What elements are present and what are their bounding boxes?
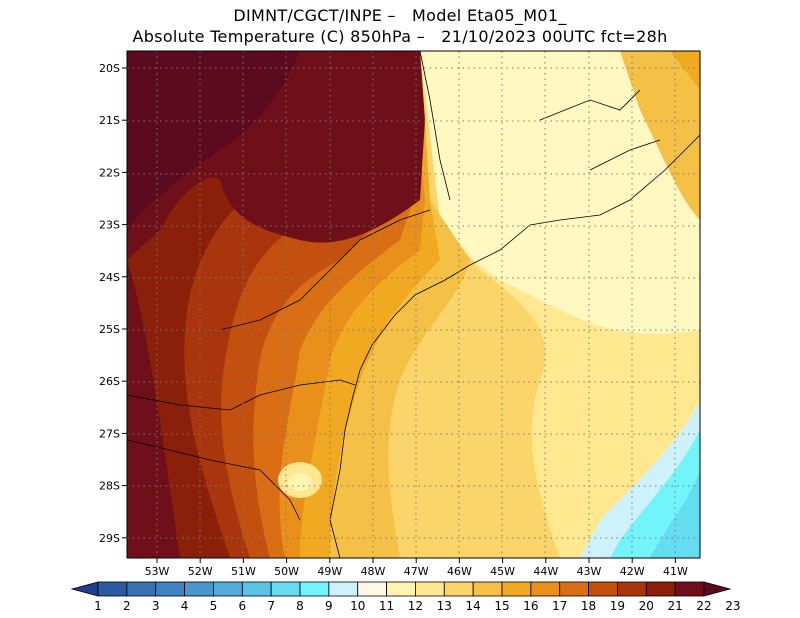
colorbar-bin — [501, 581, 532, 597]
lon-label: 49W — [317, 565, 342, 578]
colorbar-bin — [559, 581, 589, 597]
colorbar-label: 19 — [610, 599, 625, 613]
lat-label: 28S — [99, 480, 120, 493]
colorbar-label: 8 — [296, 599, 304, 613]
lon-label: 45W — [490, 565, 515, 578]
colorbar-label: 2 — [123, 599, 131, 613]
lon-label: 43W — [577, 565, 602, 578]
colorbar-label: 5 — [210, 599, 218, 613]
lon-label: 46W — [447, 565, 472, 578]
colorbar-bin — [530, 581, 561, 597]
map-title-line-1: DIMNT/CGCT/INPE – Model Eta05_M01_ — [233, 6, 567, 25]
colorbar-arrow-left — [70, 581, 99, 597]
colorbar-bin — [415, 581, 445, 597]
colorbar-bin — [241, 581, 272, 597]
colorbar-bin — [328, 581, 359, 597]
temperature-field — [127, 51, 700, 558]
colorbar-bin — [443, 581, 474, 597]
colorbar-label: 1 — [94, 599, 102, 613]
colorbar-bin — [155, 581, 185, 597]
colorbar-bin — [386, 581, 416, 597]
colorbar-arrow-right — [703, 581, 732, 597]
lat-label: 20S — [99, 62, 120, 75]
map-title-line-2: Absolute Temperature (C) 850hPa – 21/10/… — [132, 27, 668, 46]
lat-label: 23S — [99, 219, 120, 232]
latitude-labels: 20S 21S 22S 23S 24S 25S 26S 27S 28S 29S — [99, 62, 127, 545]
lat-label: 24S — [99, 271, 120, 284]
colorbar-label: 15 — [494, 599, 509, 613]
colorbar-label: 11 — [379, 599, 394, 613]
colorbar-label: 23 — [725, 599, 740, 613]
map-frame — [126, 50, 701, 559]
colorbar-bin — [617, 581, 647, 597]
lon-label: 53W — [145, 565, 170, 578]
lon-label: 51W — [231, 565, 256, 578]
colorbar-bin — [357, 581, 387, 597]
colorbar-bin — [645, 581, 676, 597]
colorbar-label: 18 — [581, 599, 596, 613]
colorbar-bin — [97, 581, 128, 597]
lat-label: 25S — [99, 323, 120, 336]
lat-label: 29S — [99, 532, 120, 545]
colorbar-label: 10 — [350, 599, 365, 613]
longitude-labels: 53W 52W 51W 50W 49W 48W 47W 46W 45W 44W 43W 42W 41W — [145, 558, 688, 578]
graticule — [127, 51, 700, 558]
lon-label: 47W — [404, 565, 429, 578]
colorbar-label: 4 — [181, 599, 189, 613]
colorbar-label: 16 — [523, 599, 538, 613]
colorbar-bin — [213, 581, 243, 597]
lon-label: 48W — [361, 565, 386, 578]
colorbar-bin — [184, 581, 214, 597]
colorbar-label: 20 — [639, 599, 654, 613]
lon-label: 41W — [663, 565, 688, 578]
colorbar-label: 14 — [466, 599, 481, 613]
lon-label: 42W — [620, 565, 645, 578]
lon-label: 52W — [188, 565, 213, 578]
colorbar-bin — [126, 581, 157, 597]
colorbar-bin — [588, 581, 618, 597]
lat-label: 27S — [99, 427, 120, 440]
colorbar-label: 13 — [437, 599, 452, 613]
lat-label: 22S — [99, 166, 120, 179]
lat-label: 21S — [99, 114, 120, 127]
colorbar-label: 21 — [668, 599, 683, 613]
colorbar-bin — [472, 581, 503, 597]
lon-label: 50W — [274, 565, 299, 578]
lon-label: 44W — [533, 565, 558, 578]
lat-label: 26S — [99, 375, 120, 388]
colorbar-bin — [270, 581, 301, 597]
coastline-borders — [127, 51, 700, 558]
colorbar-bin — [674, 581, 705, 597]
colorbar-bin — [299, 581, 330, 597]
colorbar-label: 9 — [325, 599, 333, 613]
colorbar-label: 7 — [267, 599, 275, 613]
colorbar-label: 22 — [696, 599, 711, 613]
colorbar: 1 2 3 4 5 6 7 8 9 10 11 12 13 14 15 16 17 18 19 20 21 22 23 — [70, 581, 740, 613]
colorbar-label: 12 — [408, 599, 423, 613]
colorbar-label: 3 — [152, 599, 160, 613]
colorbar-label: 6 — [238, 599, 246, 613]
colorbar-label: 17 — [552, 599, 567, 613]
